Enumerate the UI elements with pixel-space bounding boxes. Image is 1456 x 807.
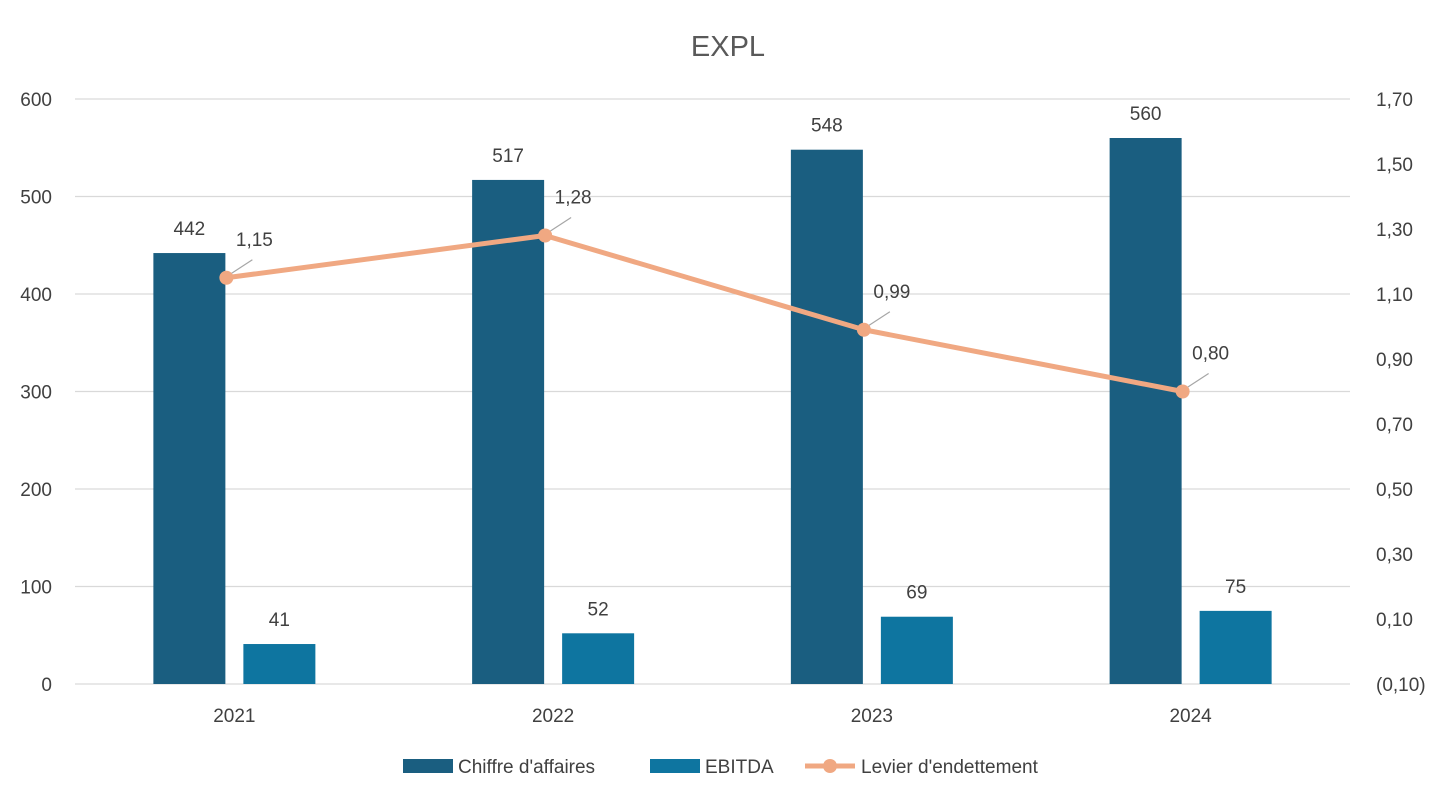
chart-title: EXPL (691, 31, 765, 63)
y-right-tick-label: 0,10 (1376, 610, 1413, 631)
legend-label: Levier d'endettement (861, 757, 1039, 778)
bar-chiffre-d-affaires (790, 149, 863, 684)
y-right-tick-label: 0,30 (1376, 545, 1413, 566)
y-left-tick-label: 500 (20, 188, 52, 209)
bar-series: 442 41 517 52 548 69 560 75 (153, 104, 1272, 685)
y-right-tick-label: 1,70 (1376, 90, 1413, 111)
bar-data-label: 560 (1130, 104, 1162, 125)
bar-ebitda (1199, 610, 1272, 684)
legend-label: Chiffre d'affaires (458, 757, 595, 778)
y-left-tick-label: 200 (20, 480, 52, 501)
bar-chiffre-d-affaires (472, 179, 545, 685)
label-leader-line (1185, 372, 1209, 390)
bar-data-label: 442 (174, 219, 206, 240)
line-point (1175, 384, 1190, 399)
bar-chiffre-d-affaires (1109, 138, 1182, 684)
y-axis-right: (0,10) 0,10 0,30 0,50 0,70 0,90 1,10 1,30 1,50 1,… (1376, 90, 1426, 696)
gridlines (75, 98, 1350, 685)
y-right-tick-label: 1,50 (1376, 155, 1413, 176)
series-line (226, 233, 1184, 394)
y-left-tick-label: 100 (20, 578, 52, 599)
legend-marker (823, 759, 837, 773)
bar-data-label: 52 (588, 599, 609, 620)
x-tick-label: 2024 (1169, 706, 1212, 727)
y-right-tick-label: 0,50 (1376, 480, 1413, 501)
label-leader-line (229, 259, 253, 276)
legend-label: EBITDA (705, 757, 774, 778)
label-leader-line (547, 216, 572, 234)
x-tick-label: 2021 (213, 706, 255, 727)
bar-ebitda (562, 633, 635, 684)
bar-data-label: 41 (269, 610, 290, 631)
y-right-tick-label: (0,10) (1376, 675, 1426, 696)
line-point (856, 322, 871, 337)
legend: Chiffre d'affaires EBITDA Levier d'endette… (403, 757, 1039, 778)
y-right-tick-label: 0,70 (1376, 415, 1413, 436)
bar-data-label: 517 (492, 146, 524, 167)
bar-ebitda (243, 644, 316, 684)
line-series: 1,15 1,28 0,99 0,80 (219, 188, 1229, 399)
legend-swatch (403, 759, 453, 773)
y-left-tick-label: 300 (20, 383, 52, 404)
bar-data-label: 548 (811, 116, 843, 137)
y-left-tick-label: 400 (20, 285, 52, 306)
line-point (219, 270, 234, 285)
line-data-label: 0,80 (1192, 344, 1229, 365)
bar-data-label: 75 (1225, 577, 1246, 598)
bar-ebitda (880, 616, 953, 684)
y-left-tick-label: 0 (41, 675, 52, 696)
bar-chiffre-d-affaires (153, 253, 226, 685)
y-right-tick-label: 1,10 (1376, 285, 1413, 306)
y-right-tick-label: 1,30 (1376, 220, 1413, 241)
y-axis-left: 0 100 200 300 400 500 600 (20, 90, 52, 696)
x-axis: 2021 2022 2023 2024 (213, 706, 1212, 727)
x-tick-label: 2022 (532, 706, 574, 727)
y-left-tick-label: 600 (20, 90, 52, 111)
line-data-label: 1,15 (236, 230, 273, 251)
y-right-tick-label: 0,90 (1376, 350, 1413, 371)
label-leader-line (866, 311, 891, 328)
bar-data-label: 69 (906, 583, 927, 604)
line-point (538, 228, 553, 243)
x-tick-label: 2023 (851, 706, 893, 727)
line-data-label: 0,99 (873, 282, 910, 303)
legend-swatch (650, 759, 700, 773)
line-data-label: 1,28 (555, 188, 592, 209)
